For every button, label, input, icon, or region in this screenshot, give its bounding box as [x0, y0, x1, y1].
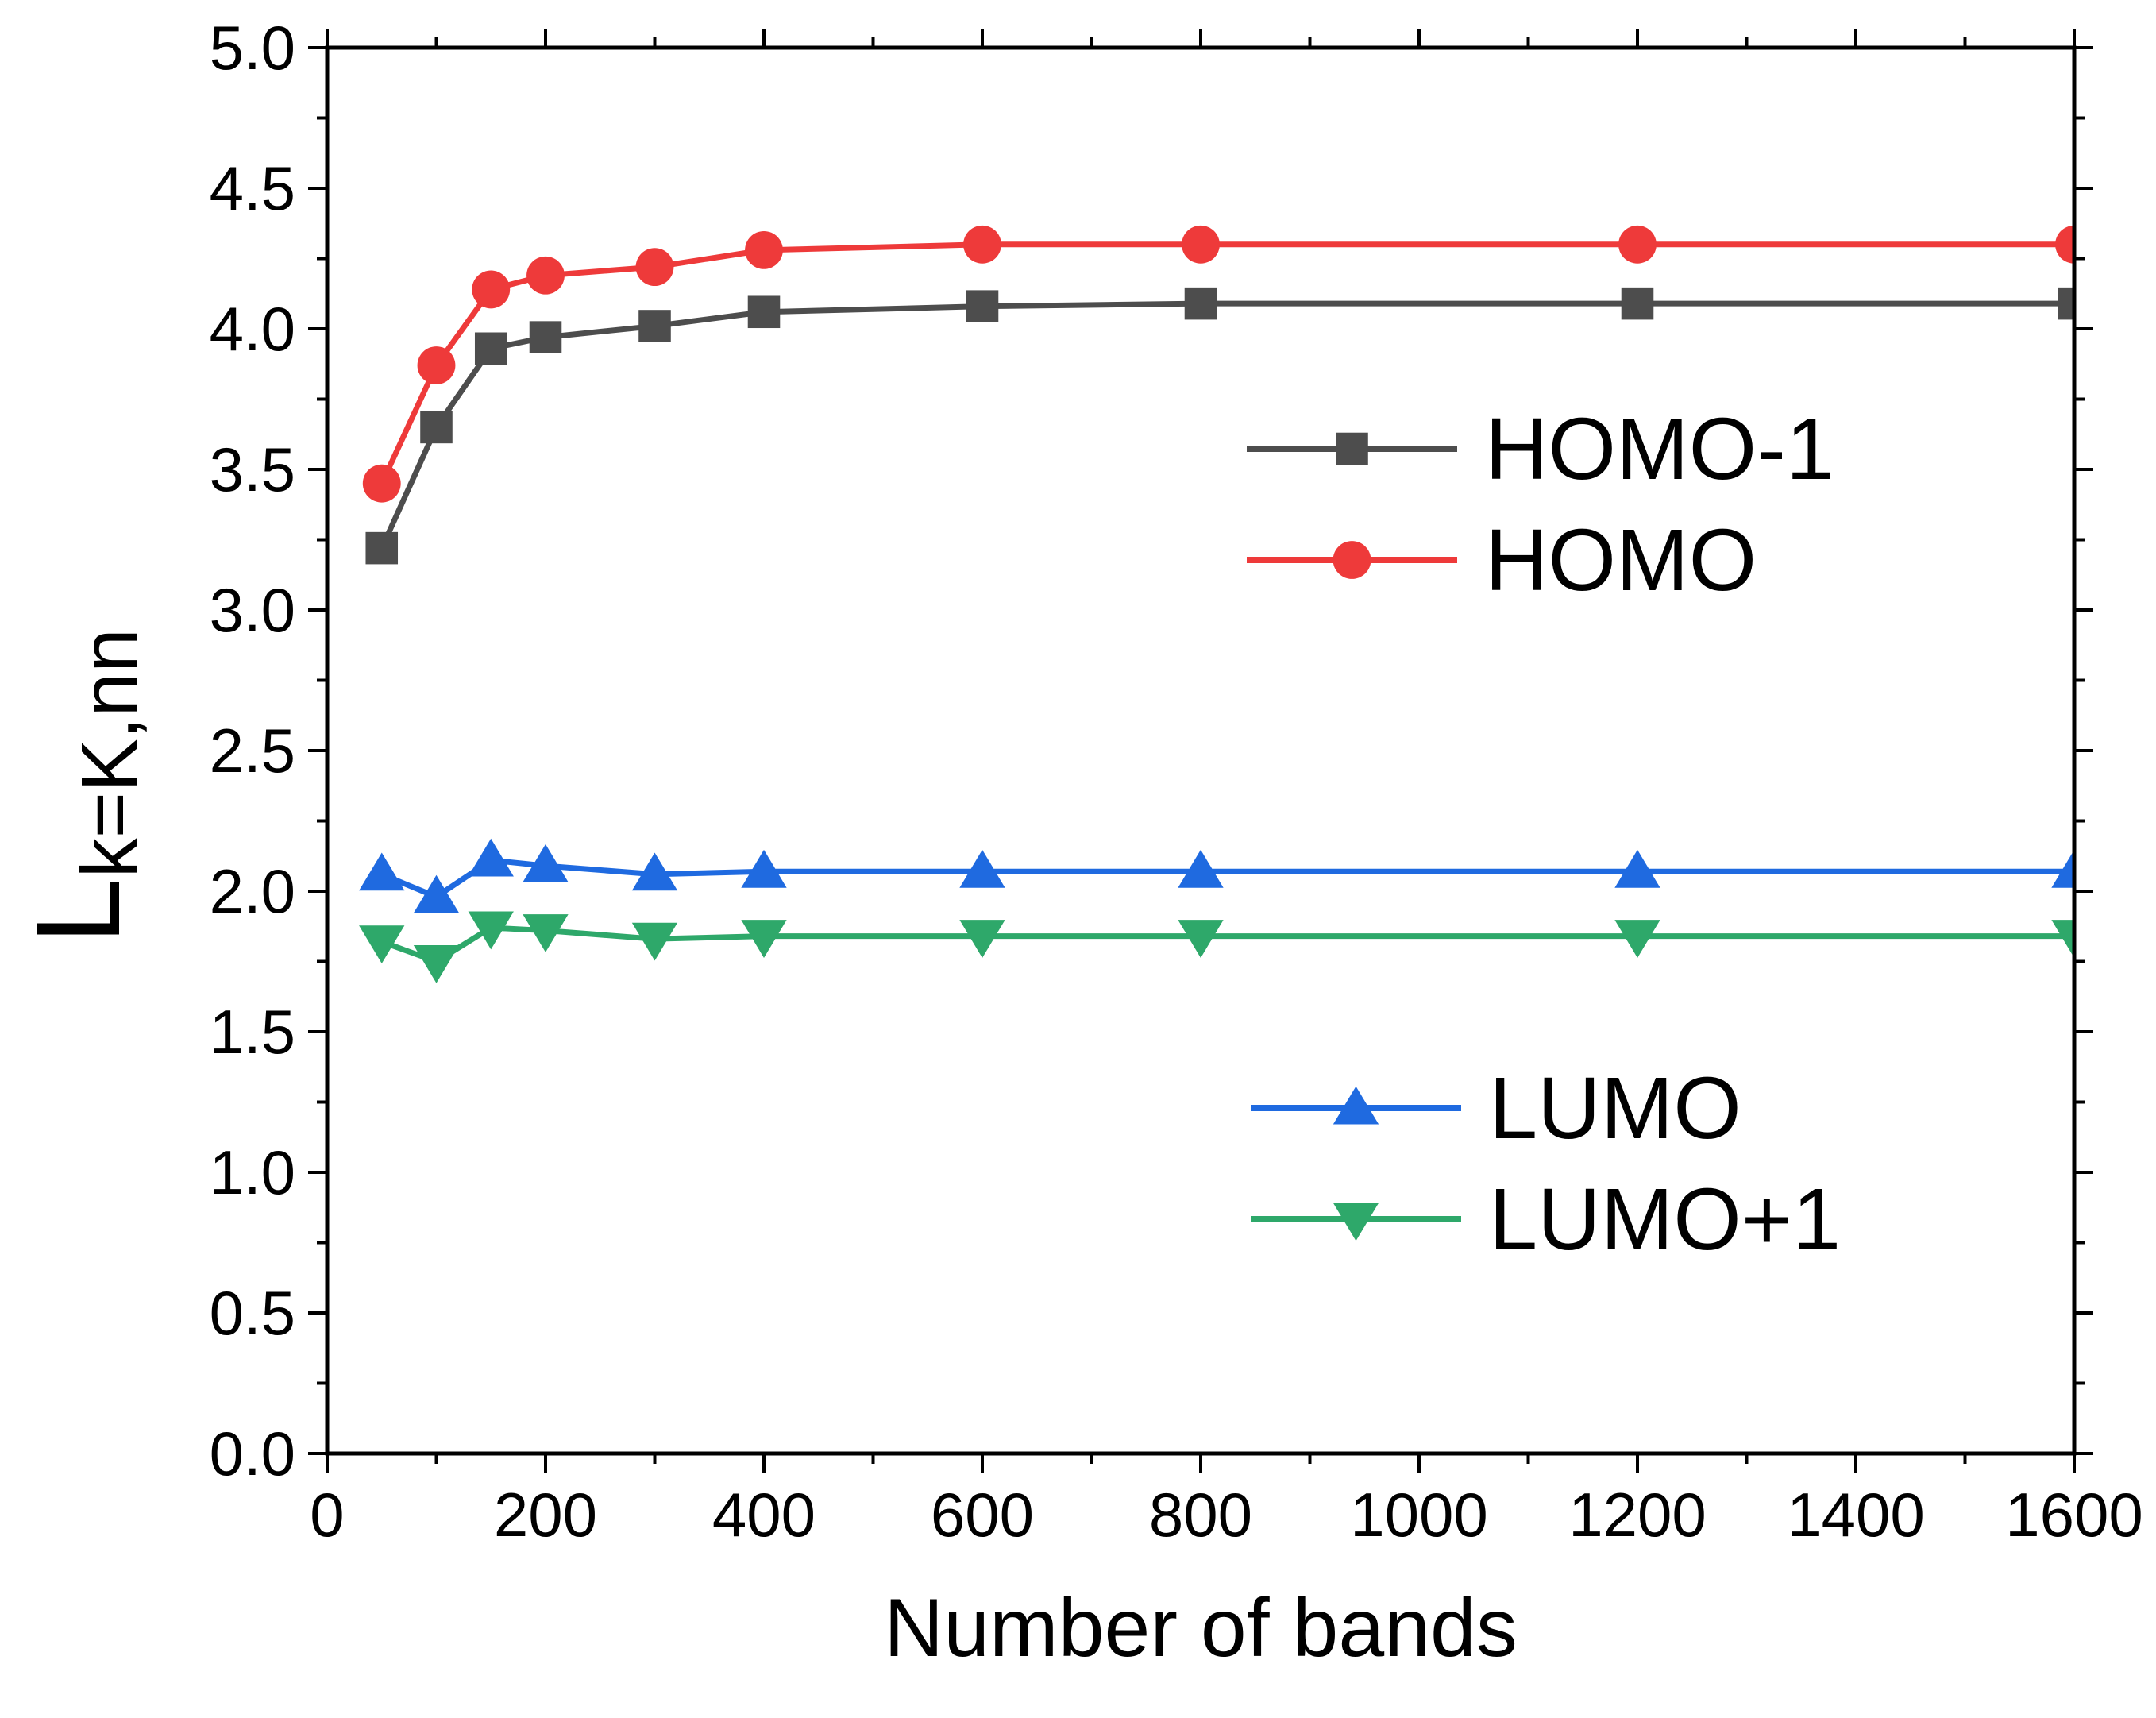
data-point-homo-1 [1184, 287, 1217, 320]
data-point-homo [472, 270, 511, 309]
data-point-lumo [959, 849, 1005, 888]
data-point-lumo-plus-1 [2051, 920, 2074, 958]
series-homo [362, 225, 2074, 503]
data-point-lumo-plus-1 [741, 920, 787, 958]
legend-label: HOMO-1 [1485, 400, 1834, 498]
y-tick-label: 4.0 [210, 294, 295, 364]
data-point-homo [1618, 225, 1657, 264]
y-tick-label: 2.5 [210, 716, 295, 786]
legend-label: LUMO+1 [1489, 1171, 1841, 1268]
legend-group-upper-right: HOMO-1 HOMO [1247, 400, 1834, 609]
x-tick-label: 800 [1149, 1480, 1252, 1550]
y-tick-label: 0.0 [210, 1419, 295, 1488]
data-point-lumo [523, 844, 569, 882]
x-tick-label: 1000 [1350, 1480, 1488, 1550]
data-point-lumo-plus-1 [1178, 920, 1224, 958]
legend-group-lower-right: LUMO LUMO+1 [1251, 1060, 1841, 1268]
data-point-lumo [413, 874, 460, 913]
legend-marker [1333, 1203, 1379, 1241]
legend-marker [1333, 541, 1371, 579]
y-tick-label: 0.5 [210, 1278, 295, 1348]
x-tick-label: 400 [712, 1480, 816, 1550]
x-tick-label: 0 [310, 1480, 344, 1550]
legend-marker [1333, 1086, 1379, 1125]
axes: 0 200 400 600 800 1000 1200 1400 1600 0.0 0.5 1.0 1.… [210, 13, 2143, 1550]
data-point-homo-1 [2058, 287, 2074, 320]
legend-item-homo: HOMO [1247, 512, 1757, 609]
x-tick-label: 600 [931, 1480, 1034, 1550]
y-tick-label: 3.0 [210, 575, 295, 645]
data-point-homo [362, 464, 401, 503]
data-point-lumo-plus-1 [959, 920, 1005, 958]
data-point-homo-1 [747, 295, 781, 329]
data-point-lumo [741, 849, 787, 888]
data-point-lumo-plus-1 [1614, 920, 1660, 958]
x-tick-label: 1200 [1568, 1480, 1707, 1550]
legend-item-lumo-plus-1: LUMO+1 [1251, 1171, 1841, 1268]
y-axis-title-main: L [11, 878, 145, 944]
data-point-homo [417, 346, 456, 384]
data-point-lumo [468, 838, 514, 877]
data-point-homo-1 [365, 531, 399, 565]
data-point-homo-1 [529, 321, 562, 353]
data-point-homo-1 [1621, 287, 1654, 320]
data-point-homo-1 [474, 332, 507, 365]
data-point-lumo-plus-1 [523, 914, 569, 952]
y-tick-label: 4.5 [210, 153, 295, 223]
data-point-lumo-plus-1 [468, 911, 514, 950]
y-axis-title: Lk=K,nn [11, 628, 154, 944]
y-tick-label: 1.0 [210, 1137, 295, 1207]
data-point-lumo-plus-1 [631, 922, 678, 961]
data-point-homo-1 [966, 290, 999, 322]
y-tick-label: 5.0 [210, 13, 295, 83]
data-point-lumo [631, 852, 678, 891]
data-point-lumo-plus-1 [359, 925, 405, 964]
series-lumo [359, 838, 2074, 913]
data-point-homo [1182, 225, 1220, 264]
legend-item-lumo: LUMO [1251, 1060, 1741, 1157]
y-axis-title-subscript: k=K,nn [65, 628, 154, 878]
y-tick-label: 2.0 [210, 856, 295, 926]
legend-marker [1336, 432, 1368, 465]
data-point-homo [526, 256, 565, 295]
data-point-lumo [1614, 849, 1660, 888]
x-tick-label: 1400 [1787, 1480, 1925, 1550]
data-point-lumo-plus-1 [413, 945, 460, 983]
legend-label: LUMO [1489, 1060, 1741, 1157]
x-tick-label: 200 [494, 1480, 597, 1550]
series-line-homo-1 [379, 300, 2074, 550]
data-point-lumo [359, 852, 405, 891]
data-point-lumo [2051, 849, 2074, 888]
series-line-lumo-plus-1 [380, 925, 2074, 964]
data-point-homo [2055, 225, 2074, 264]
legend-label: HOMO [1485, 512, 1757, 609]
data-point-homo [963, 225, 1001, 264]
x-axis-title: Number of bands [884, 1582, 1518, 1674]
series-line-homo [379, 241, 2074, 485]
data-point-homo-1 [638, 310, 671, 342]
y-tick-label: 1.5 [210, 997, 295, 1067]
series-lumo-plus-1 [359, 911, 2074, 983]
data-point-lumo [1178, 849, 1224, 888]
series-line-lumo [380, 857, 2074, 900]
series-layer [359, 225, 2074, 983]
data-point-homo [745, 230, 783, 269]
series-homo-1 [365, 287, 2074, 565]
data-point-homo [635, 248, 674, 287]
legend: HOMO-1 HOMO LUMO LUMO+1 [1247, 400, 1841, 1268]
data-point-homo-1 [420, 411, 453, 444]
legend-item-homo-1: HOMO-1 [1247, 400, 1834, 498]
y-tick-label: 3.5 [210, 434, 295, 504]
x-tick-label: 1600 [2005, 1480, 2143, 1550]
